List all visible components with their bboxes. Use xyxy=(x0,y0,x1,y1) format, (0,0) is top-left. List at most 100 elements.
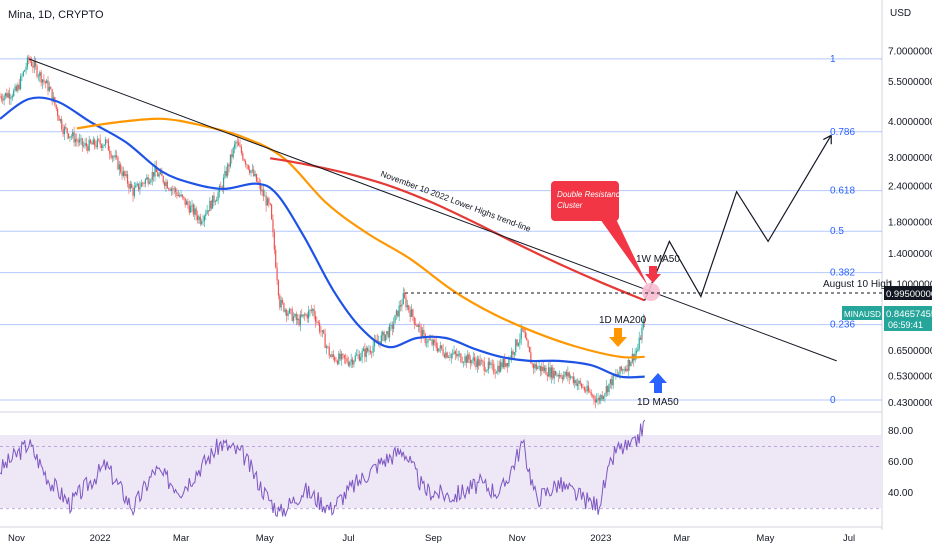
candle-body xyxy=(39,72,41,77)
candle-body xyxy=(284,309,286,312)
rsi-tick: 80.00 xyxy=(888,426,913,437)
candle-body xyxy=(292,316,295,321)
candle-body xyxy=(361,351,363,358)
candle-body xyxy=(550,367,553,378)
candle-body xyxy=(574,380,576,384)
candle-body xyxy=(142,182,144,184)
candle-body xyxy=(195,208,197,216)
candle-body xyxy=(508,358,510,367)
price-tick: 3.00000000 xyxy=(888,153,932,164)
candle-body xyxy=(576,383,579,386)
candle-body xyxy=(369,350,371,353)
candle-body xyxy=(334,356,336,361)
candle-body xyxy=(545,367,547,375)
candle-body xyxy=(88,139,90,151)
fib-label-1: 1 xyxy=(830,54,836,65)
candle-body xyxy=(225,171,227,176)
fib-label-0.618: 0.618 xyxy=(830,186,855,197)
candle-body xyxy=(405,297,407,308)
candle-body xyxy=(500,362,502,372)
candle-body xyxy=(310,309,312,311)
price-tick: 1.80000000 xyxy=(888,218,932,229)
candle-body xyxy=(527,340,529,347)
candle-body xyxy=(482,360,484,362)
candle-body xyxy=(494,373,496,374)
candle-body xyxy=(331,354,333,357)
candle-body xyxy=(549,367,551,378)
candle-body xyxy=(47,80,49,91)
candle-body xyxy=(563,374,565,380)
candle-body xyxy=(255,174,258,182)
candle-body xyxy=(609,379,612,384)
candle-body xyxy=(317,321,319,323)
candle-body xyxy=(382,331,384,336)
candle-body xyxy=(511,351,513,359)
candle-body xyxy=(436,347,439,352)
candle-body xyxy=(607,386,609,393)
candle-body xyxy=(36,66,38,77)
candle-body xyxy=(94,139,96,146)
candle-body xyxy=(43,79,45,82)
candle-body xyxy=(144,179,146,184)
candle-body xyxy=(419,325,421,327)
candle-body xyxy=(371,352,373,354)
candle-body xyxy=(323,330,325,334)
candle-body xyxy=(489,361,491,365)
candle-body xyxy=(483,361,485,371)
candle-body xyxy=(206,210,208,215)
ma-1w50-label: 1W MA50 xyxy=(636,254,680,265)
candle-body xyxy=(601,395,603,400)
candle-body xyxy=(169,189,171,191)
candle-body xyxy=(434,339,436,343)
candle-body xyxy=(458,353,461,355)
ma-1d50-line xyxy=(0,96,645,379)
candle-body xyxy=(236,141,238,143)
candle-body xyxy=(272,219,274,233)
candle-body xyxy=(29,58,31,62)
candle-body xyxy=(624,368,627,371)
candle-body xyxy=(191,204,193,207)
candle-body xyxy=(438,348,440,352)
fib-label-0.382: 0.382 xyxy=(830,268,855,279)
candle-body xyxy=(408,305,410,311)
candle-body xyxy=(201,221,203,224)
candle-body xyxy=(532,364,535,369)
candle-body xyxy=(257,181,259,183)
candle-body xyxy=(85,143,88,147)
candle-body xyxy=(546,374,548,377)
last-price: 0.84657455 xyxy=(886,309,932,320)
candle-body xyxy=(372,346,374,353)
candle-body xyxy=(616,374,618,375)
candle-body xyxy=(432,339,435,345)
chart-title: Mina, 1D, CRYPTO xyxy=(8,9,104,21)
candle-body xyxy=(224,171,226,178)
candle-body xyxy=(162,176,164,183)
candle-body xyxy=(516,339,518,346)
candle-body xyxy=(273,232,275,250)
candle-body xyxy=(421,329,424,338)
candle-body xyxy=(397,310,399,317)
candle-body xyxy=(506,363,509,367)
candle-body xyxy=(290,308,292,310)
candle-body xyxy=(50,87,52,90)
candle-body xyxy=(582,387,584,389)
candle-body xyxy=(316,321,318,323)
candle-body xyxy=(159,171,162,175)
candle-body xyxy=(72,132,74,137)
fib-label-0: 0 xyxy=(830,395,836,406)
candle-body xyxy=(73,132,75,143)
candle-body xyxy=(63,126,66,135)
candle-body xyxy=(356,354,358,356)
candle-body xyxy=(59,119,61,121)
candle-body xyxy=(306,314,308,319)
candle-body xyxy=(105,139,107,145)
fib-label-0.5: 0.5 xyxy=(830,226,844,237)
candle-body xyxy=(283,302,285,312)
candle-body xyxy=(235,141,237,145)
candle-body xyxy=(351,359,354,365)
candle-body xyxy=(347,362,350,366)
candle-body xyxy=(391,324,393,329)
candle-body xyxy=(358,354,360,361)
candle-body xyxy=(517,343,520,346)
